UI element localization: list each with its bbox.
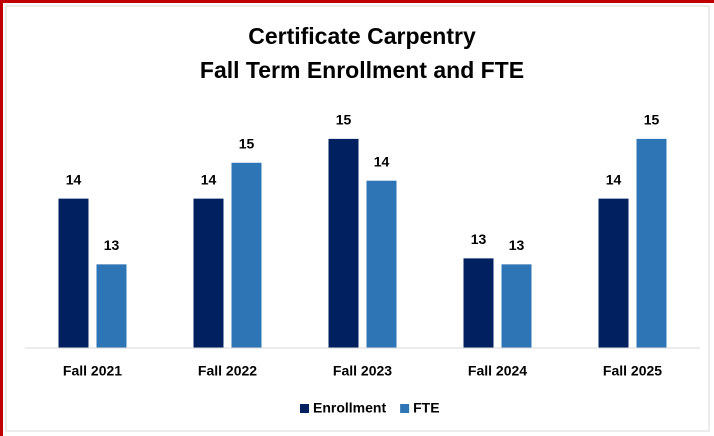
data-label: 14 [374, 153, 390, 169]
data-label: 13 [509, 237, 525, 253]
legend-swatch [300, 404, 309, 413]
data-label: 13 [104, 237, 120, 253]
bar [463, 258, 494, 348]
x-tick-label: Fall 2022 [198, 363, 257, 379]
data-label: 14 [66, 171, 82, 187]
data-label: 15 [644, 112, 660, 128]
data-label: 14 [606, 171, 622, 187]
x-tick-label: Fall 2025 [603, 363, 662, 379]
x-tick-label: Fall 2023 [333, 363, 392, 379]
data-label: 14 [201, 171, 217, 187]
bar [231, 162, 262, 348]
bar [636, 138, 667, 348]
chart-title: Certificate Carpentry [248, 23, 476, 49]
legend-swatch [400, 404, 410, 413]
bar [96, 264, 127, 348]
bar [328, 138, 359, 348]
bar [193, 198, 224, 348]
bar [58, 198, 89, 348]
x-tick-label: Fall 2024 [468, 363, 527, 379]
chart-border [5, 5, 710, 432]
bar [501, 264, 532, 348]
legend-label: FTE [413, 400, 439, 416]
x-tick-label: Fall 2021 [63, 363, 122, 379]
bar [598, 198, 629, 348]
chart-subtitle: Fall Term Enrollment and FTE [200, 57, 524, 83]
data-label: 15 [336, 112, 352, 128]
data-label: 15 [239, 135, 255, 151]
bar [366, 180, 397, 348]
legend-label: Enrollment [313, 400, 386, 416]
data-label: 13 [471, 231, 487, 247]
